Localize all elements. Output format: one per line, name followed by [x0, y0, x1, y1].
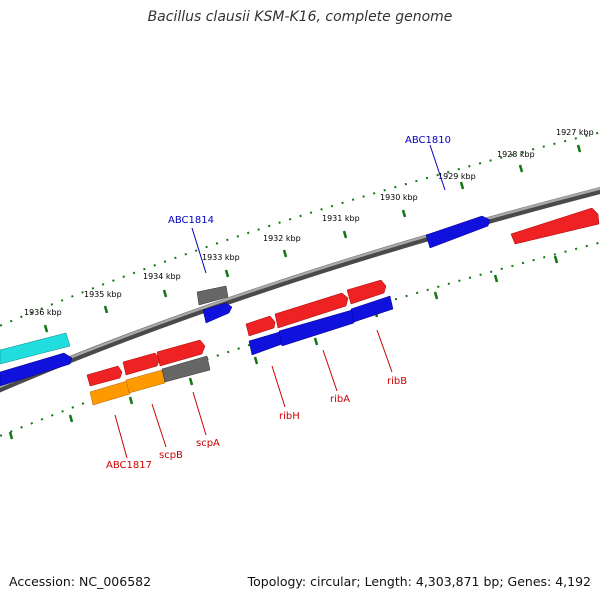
tick-label: 1933 kbp: [202, 253, 240, 262]
gene-label-abc1817[interactable]: ABC1817: [106, 460, 152, 471]
gene-arrow[interactable]: [350, 295, 394, 323]
outer-strand-genes: [0, 207, 600, 387]
gene-label-ribb[interactable]: ribB: [387, 376, 407, 387]
gene-arrow[interactable]: [425, 215, 491, 249]
label-connectors: [114, 144, 446, 459]
outer-ruler-track: [0, 131, 600, 327]
gene-label-riba[interactable]: ribA: [330, 394, 350, 405]
gene-label-abc1814[interactable]: ABC1814: [168, 215, 214, 226]
gene-arrow[interactable]: [86, 365, 123, 387]
tick-label: 1932 kbp: [263, 234, 301, 243]
accession-text: Accession: NC_006582: [9, 574, 152, 589]
gene-arrow[interactable]: [122, 352, 161, 376]
gene-label-scpa[interactable]: scpA: [196, 438, 220, 449]
tick-label: 1930 kbp: [380, 193, 418, 202]
gene-label-scpb[interactable]: scpB: [159, 450, 183, 461]
tick-label: 1929 kbp: [438, 172, 476, 181]
outer-gene-labels: ABC1810 ABC1814: [168, 135, 451, 226]
gene-arrow[interactable]: [278, 309, 355, 347]
inner-gene-labels: ABC1817 scpB scpA ribH ribA ribB: [106, 376, 407, 471]
gene-arrow[interactable]: [346, 279, 387, 305]
topology-text: Topology: circular; Length: 4,303,871 bp…: [247, 574, 591, 589]
tick-label: 1934 kbp: [143, 272, 181, 281]
tick-labels: 1927 kbp 1928 kbp 1929 kbp 1930 kbp 1931…: [24, 128, 594, 317]
tick-label: 1927 kbp: [556, 128, 594, 137]
gene-label-ribh[interactable]: ribH: [279, 411, 300, 422]
page-title: Bacillus clausii KSM-K16, complete genom…: [147, 9, 453, 25]
gene-arrow[interactable]: [0, 352, 73, 387]
gene-arrow[interactable]: [510, 207, 600, 245]
tick-label: 1931 kbp: [322, 214, 360, 223]
gene-arrow[interactable]: [0, 332, 71, 365]
tick-label: 1928 kbp: [497, 150, 535, 159]
gene-arrow[interactable]: [89, 380, 131, 406]
gene-arrow[interactable]: [274, 292, 349, 329]
inner-strand-genes: [86, 339, 211, 406]
tick-label: 1935 kbp: [84, 290, 122, 299]
gene-arrow[interactable]: [202, 302, 233, 324]
gene-label-abc1810[interactable]: ABC1810: [405, 135, 451, 146]
gene-arrow[interactable]: [156, 339, 206, 367]
gene-arrow[interactable]: [161, 355, 211, 383]
gene-arrow[interactable]: [196, 285, 229, 306]
tick-label: 1936 kbp: [24, 308, 62, 317]
gene-arrow[interactable]: [245, 315, 276, 337]
gene-arrow[interactable]: [125, 369, 166, 394]
